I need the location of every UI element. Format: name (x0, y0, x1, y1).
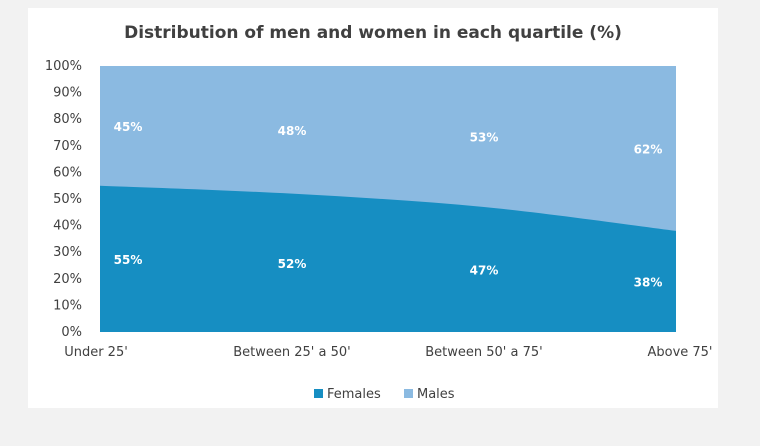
data-label-males: 62% (634, 142, 663, 156)
data-label-females: 38% (634, 275, 663, 289)
y-tick-label: 0% (61, 325, 82, 340)
x-tick-label: Above 75' (647, 345, 712, 360)
legend-item-females: Females (314, 387, 381, 402)
data-label-males: 48% (278, 124, 307, 138)
y-tick-label: 50% (53, 192, 82, 207)
legend-label: Males (417, 387, 455, 402)
y-tick-label: 90% (53, 86, 82, 101)
y-tick-label: 30% (53, 245, 82, 260)
data-label-females: 52% (278, 257, 307, 271)
data-label-females: 55% (114, 253, 143, 267)
data-label-females: 47% (470, 263, 499, 277)
x-tick-label: Under 25' (64, 345, 128, 360)
legend-label: Females (327, 387, 381, 402)
x-tick-label: Between 50' a 75' (425, 345, 542, 360)
x-axis: Under 25' Between 25' a 50' Between 50' a … (64, 345, 712, 360)
legend-swatch (314, 389, 323, 398)
x-tick-label: Between 25' a 50' (233, 345, 350, 360)
area-chart: Distribution of men and women in each qu… (45, 23, 713, 402)
y-tick-label: 40% (53, 219, 82, 234)
y-tick-label: 20% (53, 272, 82, 287)
plot-areas (100, 66, 676, 332)
chart-card: Distribution of men and women in each qu… (28, 8, 718, 408)
data-labels: 55% 52% 47% 38% 45% 48% 53% 62% (114, 120, 663, 290)
y-tick-label: 60% (53, 165, 82, 180)
legend-item-males: Males (404, 387, 455, 402)
data-label-males: 53% (470, 130, 499, 144)
data-label-males: 45% (114, 120, 143, 134)
legend-swatch (404, 389, 413, 398)
y-tick-label: 100% (45, 59, 82, 74)
legend: Females Males (314, 387, 455, 402)
y-tick-label: 80% (53, 112, 82, 127)
series-area-females (100, 185, 676, 332)
y-tick-label: 70% (53, 139, 82, 154)
chart-title: Distribution of men and women in each qu… (124, 23, 622, 43)
y-axis: 0% 10% 20% 30% 40% 50% 60% 70% 80% 90% 100% (45, 59, 82, 340)
y-tick-label: 10% (53, 298, 82, 313)
